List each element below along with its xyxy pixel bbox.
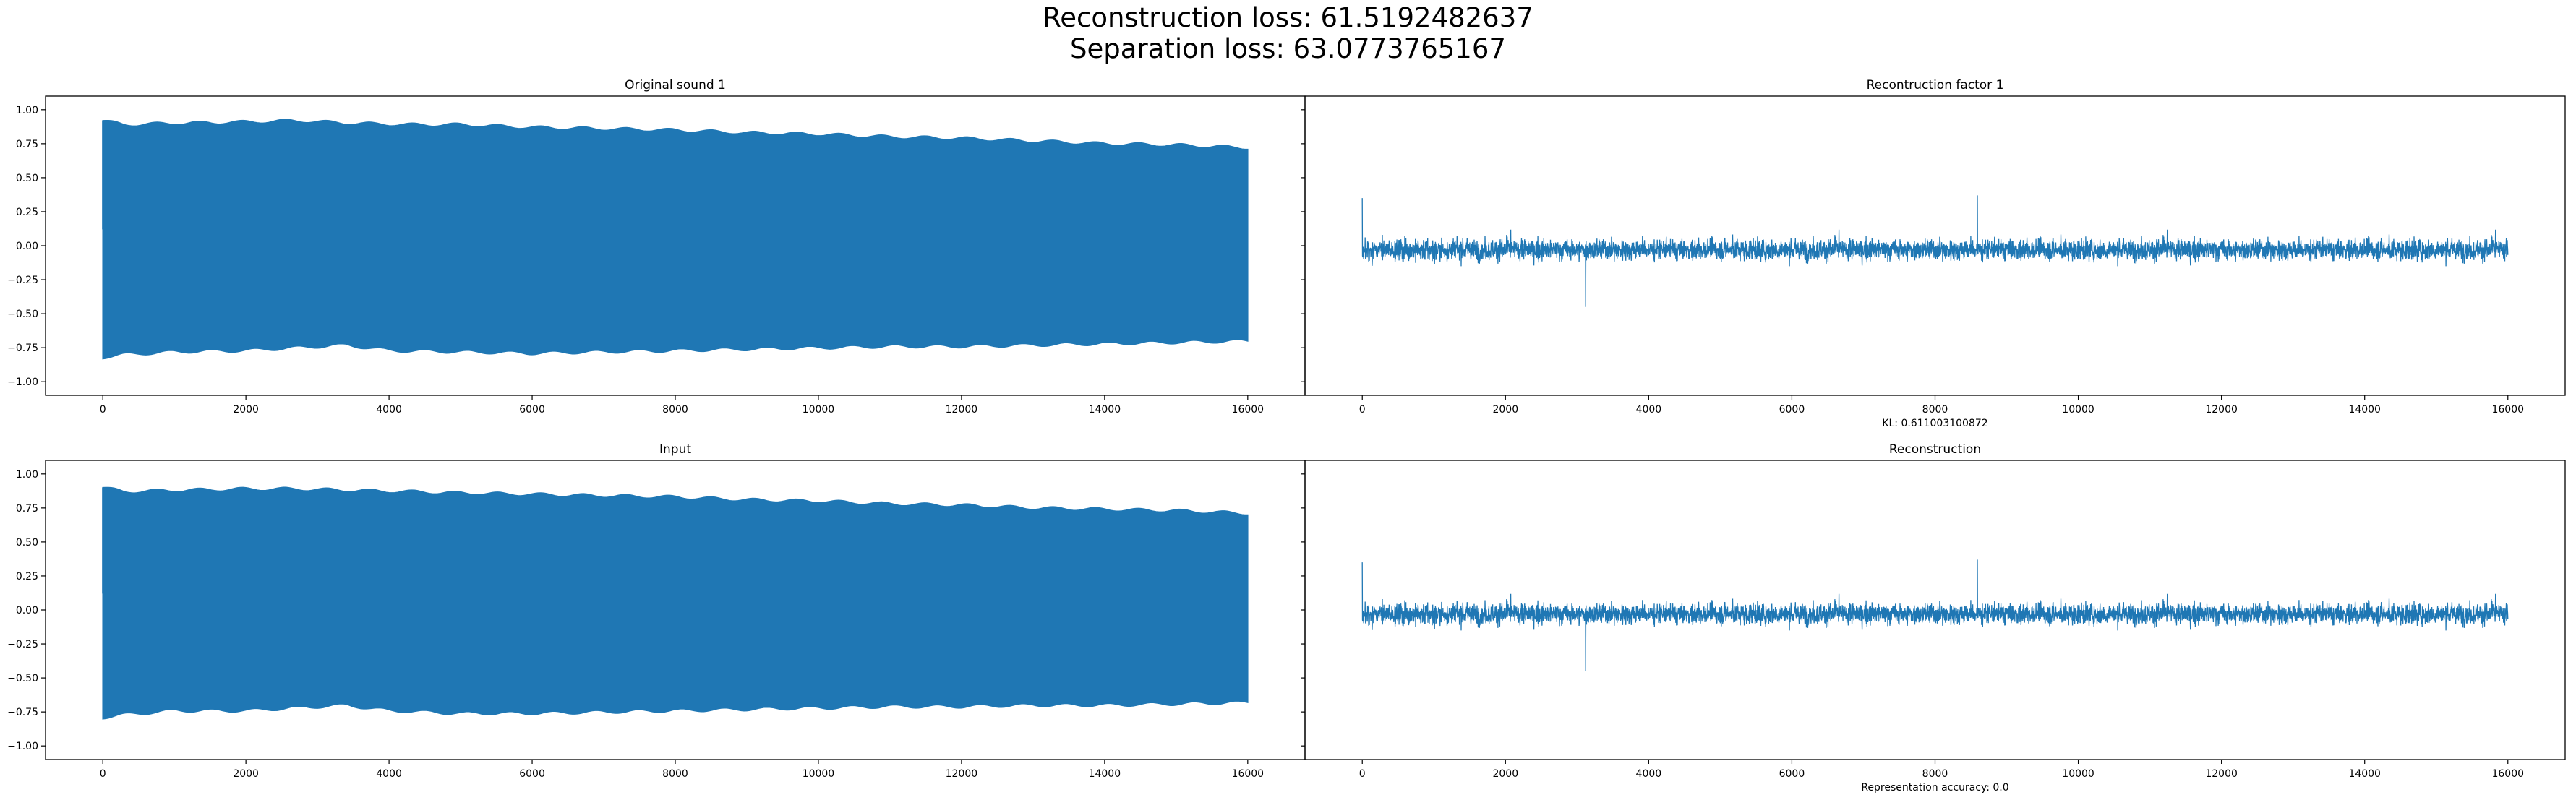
series-1: [102, 119, 1249, 360]
subplot-title: Original sound 1: [625, 78, 726, 93]
x-tick-label: 2000: [1492, 768, 1518, 780]
x-tick-label: 16000: [2491, 768, 2524, 780]
x-tick-label: 14000: [1089, 768, 1121, 780]
x-tick-label: 12000: [946, 404, 978, 416]
suptitle-separation-loss: Separation loss: 63.0773765167: [1070, 33, 1506, 64]
x-tick-label: 14000: [2348, 768, 2381, 780]
x-tick-label: 2000: [233, 768, 259, 780]
x-tick-label: 10000: [803, 768, 835, 780]
y-tick-label: 0.00: [16, 605, 38, 616]
x-tick-label: 4000: [376, 404, 402, 416]
suptitle-reconstruction-loss: Reconstruction loss: 61.5192482637: [1043, 2, 1533, 33]
x-tick-label: 12000: [2205, 768, 2238, 780]
y-tick-label: 0.25: [16, 571, 38, 582]
x-tick-label: 6000: [1779, 404, 1805, 416]
series-4: [1361, 559, 2509, 671]
x-tick-label: 8000: [662, 768, 688, 780]
series-band: [102, 486, 1249, 720]
subplot-title: Reconstruction: [1889, 442, 1981, 457]
series-line: [1361, 195, 2509, 307]
figure-suptitle: Reconstruction loss: 61.5192482637 Separ…: [0, 0, 2576, 64]
y-tick-label: 1.00: [16, 469, 38, 481]
x-tick-label: 14000: [1089, 404, 1121, 416]
series-band: [102, 119, 1249, 360]
x-tick-label: 8000: [1922, 768, 1948, 780]
x-tick-label: 6000: [519, 768, 545, 780]
x-tick-label: 0: [1359, 768, 1366, 780]
x-tick-label: 0: [100, 404, 106, 416]
subplot-title: Input: [659, 442, 691, 457]
subplot-3: 0 2000 4000 6000 8000 10000 12000 14000 16000 1.0…: [7, 442, 1306, 780]
x-tick-label: 2000: [1492, 404, 1518, 416]
x-tick-label: 12000: [946, 768, 978, 780]
x-tick-label: 12000: [2205, 404, 2238, 416]
y-tick-label: −0.25: [7, 639, 38, 650]
series-3: [102, 486, 1249, 720]
x-tick-label: 2000: [233, 404, 259, 416]
subplot-xlabel: Representation accuracy: 0.0: [1861, 782, 2008, 793]
x-tick-label: 6000: [1779, 768, 1805, 780]
y-tick-label: −0.50: [7, 673, 38, 684]
subplot-2: 0 2000 4000 6000 8000 10000 12000 14000 16000 Rec…: [1301, 78, 2566, 429]
subplot-title: Recontruction factor 1: [1867, 78, 2004, 93]
subplot-4: 0 2000 4000 6000 8000 10000 12000 14000 16000 Rec…: [1301, 442, 2566, 793]
x-tick-label: 10000: [803, 404, 835, 416]
x-tick-label: 8000: [1922, 404, 1948, 416]
subplot-xlabel: KL: 0.611003100872: [1882, 418, 1987, 429]
y-tick-label: −1.00: [7, 377, 38, 388]
x-tick-label: 16000: [1232, 768, 1265, 780]
y-tick-label: −0.75: [7, 343, 38, 354]
x-tick-label: 0: [100, 768, 106, 780]
x-tick-label: 4000: [1636, 404, 1662, 416]
x-tick-label: 14000: [2348, 404, 2381, 416]
y-tick-label: 0.25: [16, 207, 38, 218]
x-tick-label: 8000: [662, 404, 688, 416]
x-tick-label: 10000: [2062, 768, 2094, 780]
y-tick-label: −1.00: [7, 741, 38, 752]
y-tick-label: 0.75: [16, 139, 38, 150]
y-tick-label: −0.50: [7, 309, 38, 320]
y-tick-label: −0.25: [7, 275, 38, 286]
y-tick-label: −0.75: [7, 707, 38, 718]
x-tick-label: 0: [1359, 404, 1366, 416]
y-tick-label: 0.75: [16, 503, 38, 515]
x-tick-label: 16000: [1232, 404, 1265, 416]
series-line: [1361, 559, 2509, 671]
x-tick-label: 6000: [519, 404, 545, 416]
x-tick-label: 4000: [1636, 768, 1662, 780]
subplot-1: 0 2000 4000 6000 8000 10000 12000 14000 16000 1.0…: [7, 78, 1306, 416]
x-tick-label: 10000: [2062, 404, 2094, 416]
series-2: [1361, 195, 2509, 307]
y-tick-label: 0.50: [16, 537, 38, 549]
y-tick-label: 0.00: [16, 241, 38, 252]
x-tick-label: 4000: [376, 768, 402, 780]
y-tick-label: 1.00: [16, 105, 38, 116]
y-tick-label: 0.50: [16, 173, 38, 184]
x-tick-label: 16000: [2491, 404, 2524, 416]
